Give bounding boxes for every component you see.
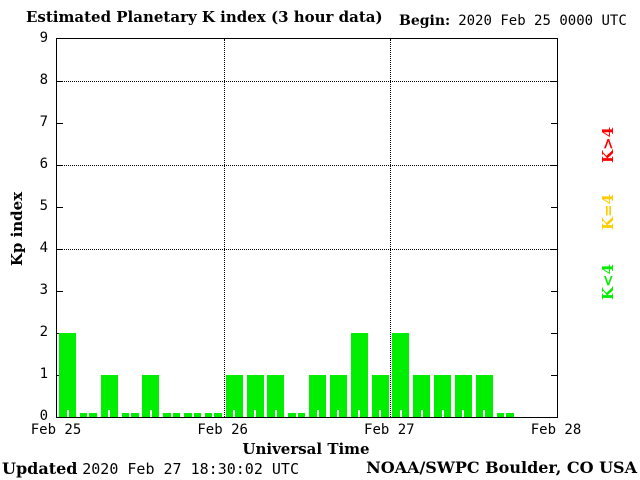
bar-base-tick xyxy=(420,410,423,417)
y-axis-tick xyxy=(57,291,63,292)
gridline-horizontal xyxy=(57,249,557,250)
bar-base-tick xyxy=(316,410,319,417)
legend-item: K>4 xyxy=(599,126,617,164)
kp-bar xyxy=(100,375,118,417)
y-axis-tick xyxy=(551,81,557,82)
bar-base-tick xyxy=(66,410,69,417)
chart-title: Estimated Planetary K index (3 hour data… xyxy=(26,8,383,26)
y-tick-label: 1 xyxy=(39,366,48,382)
bar-base-tick xyxy=(170,413,173,417)
plot-area xyxy=(56,38,558,418)
bar-base-tick xyxy=(483,410,486,417)
bar-base-tick xyxy=(129,413,131,417)
kp-bar xyxy=(79,413,97,417)
bar-base-tick xyxy=(212,413,215,417)
bar-base-tick xyxy=(504,413,506,417)
kp-bar xyxy=(454,375,472,417)
y-axis-tick xyxy=(551,249,557,250)
y-tick-label: 8 xyxy=(39,72,48,88)
updated-timestamp: Updated 2020 Feb 27 18:30:02 UTC xyxy=(2,459,299,478)
kp-bar xyxy=(288,413,306,417)
bar-base-tick xyxy=(108,410,111,417)
kp-bar xyxy=(184,413,201,417)
bar-base-tick xyxy=(233,410,236,417)
kp-bar xyxy=(225,375,243,417)
gridline-horizontal xyxy=(57,165,557,166)
updated-label: Updated xyxy=(2,459,78,478)
kp-bar xyxy=(142,375,160,417)
gridline-vertical xyxy=(223,39,225,417)
kp-bar xyxy=(434,375,451,417)
kp-bar xyxy=(413,375,431,417)
kp-bar xyxy=(309,375,326,417)
kp-bar xyxy=(371,375,389,417)
x-tick-label: Feb 28 xyxy=(530,422,582,438)
y-tick-label: 9 xyxy=(39,30,48,46)
y-axis-tick xyxy=(57,123,63,124)
bar-base-tick xyxy=(149,410,152,417)
y-tick-label: 2 xyxy=(39,324,48,340)
legend-item: K<4 xyxy=(599,263,617,301)
y-axis-tick xyxy=(57,249,63,250)
kp-bar xyxy=(496,413,514,417)
y-axis-tick xyxy=(551,375,557,376)
bar-base-tick xyxy=(87,413,90,417)
y-axis-tick xyxy=(57,207,63,208)
kp-bar xyxy=(475,375,493,417)
kp-bar xyxy=(59,333,76,417)
y-axis-title: Kp index xyxy=(8,191,26,267)
y-axis-tick xyxy=(551,165,557,166)
y-axis-tick xyxy=(57,165,63,166)
x-tick-label: Feb 27 xyxy=(364,422,415,438)
x-tick-label: Feb 26 xyxy=(197,422,248,438)
kp-bar xyxy=(204,413,222,417)
gridline-vertical xyxy=(390,39,392,417)
kp-bar xyxy=(267,375,285,417)
y-axis-tick xyxy=(57,81,63,82)
begin-label: Begin: xyxy=(399,13,451,29)
bar-base-tick xyxy=(337,410,340,417)
y-tick-label: 6 xyxy=(39,156,48,172)
begin-line: Begin: 2020 Feb 25 0000 UTC xyxy=(399,13,627,29)
y-tick-label: 0 xyxy=(39,408,48,424)
bar-base-tick xyxy=(399,410,402,417)
y-axis-tick xyxy=(551,207,557,208)
bar-base-tick xyxy=(379,410,381,417)
bar-base-tick xyxy=(274,410,277,417)
y-axis-tick xyxy=(551,123,557,124)
y-tick-label: 7 xyxy=(39,114,48,130)
y-axis-tick xyxy=(551,291,557,292)
x-axis-title: Universal Time xyxy=(242,440,370,458)
legend-item: K=4 xyxy=(599,193,617,231)
updated-value: 2020 Feb 27 18:30:02 UTC xyxy=(82,460,299,478)
bar-base-tick xyxy=(462,410,465,417)
kp-bar xyxy=(329,375,347,417)
kp-bar xyxy=(246,375,264,417)
credit-text: NOAA/SWPC Boulder, CO USA xyxy=(366,458,637,477)
gridline-horizontal xyxy=(57,81,557,82)
bar-base-tick xyxy=(358,410,361,417)
kp-bar xyxy=(163,413,181,417)
y-tick-label: 4 xyxy=(39,240,48,256)
bar-base-tick xyxy=(254,410,256,417)
bar-base-tick xyxy=(191,413,194,417)
kp-bar xyxy=(121,413,139,417)
begin-value: 2020 Feb 25 0000 UTC xyxy=(458,13,627,29)
y-tick-label: 5 xyxy=(39,198,48,214)
x-tick-label: Feb 25 xyxy=(30,422,82,438)
y-axis-tick xyxy=(551,333,557,334)
bar-base-tick xyxy=(441,410,444,417)
y-tick-label: 3 xyxy=(39,282,48,298)
kp-bar xyxy=(350,333,368,417)
kp-bar xyxy=(392,333,410,417)
bar-base-tick xyxy=(295,413,298,417)
